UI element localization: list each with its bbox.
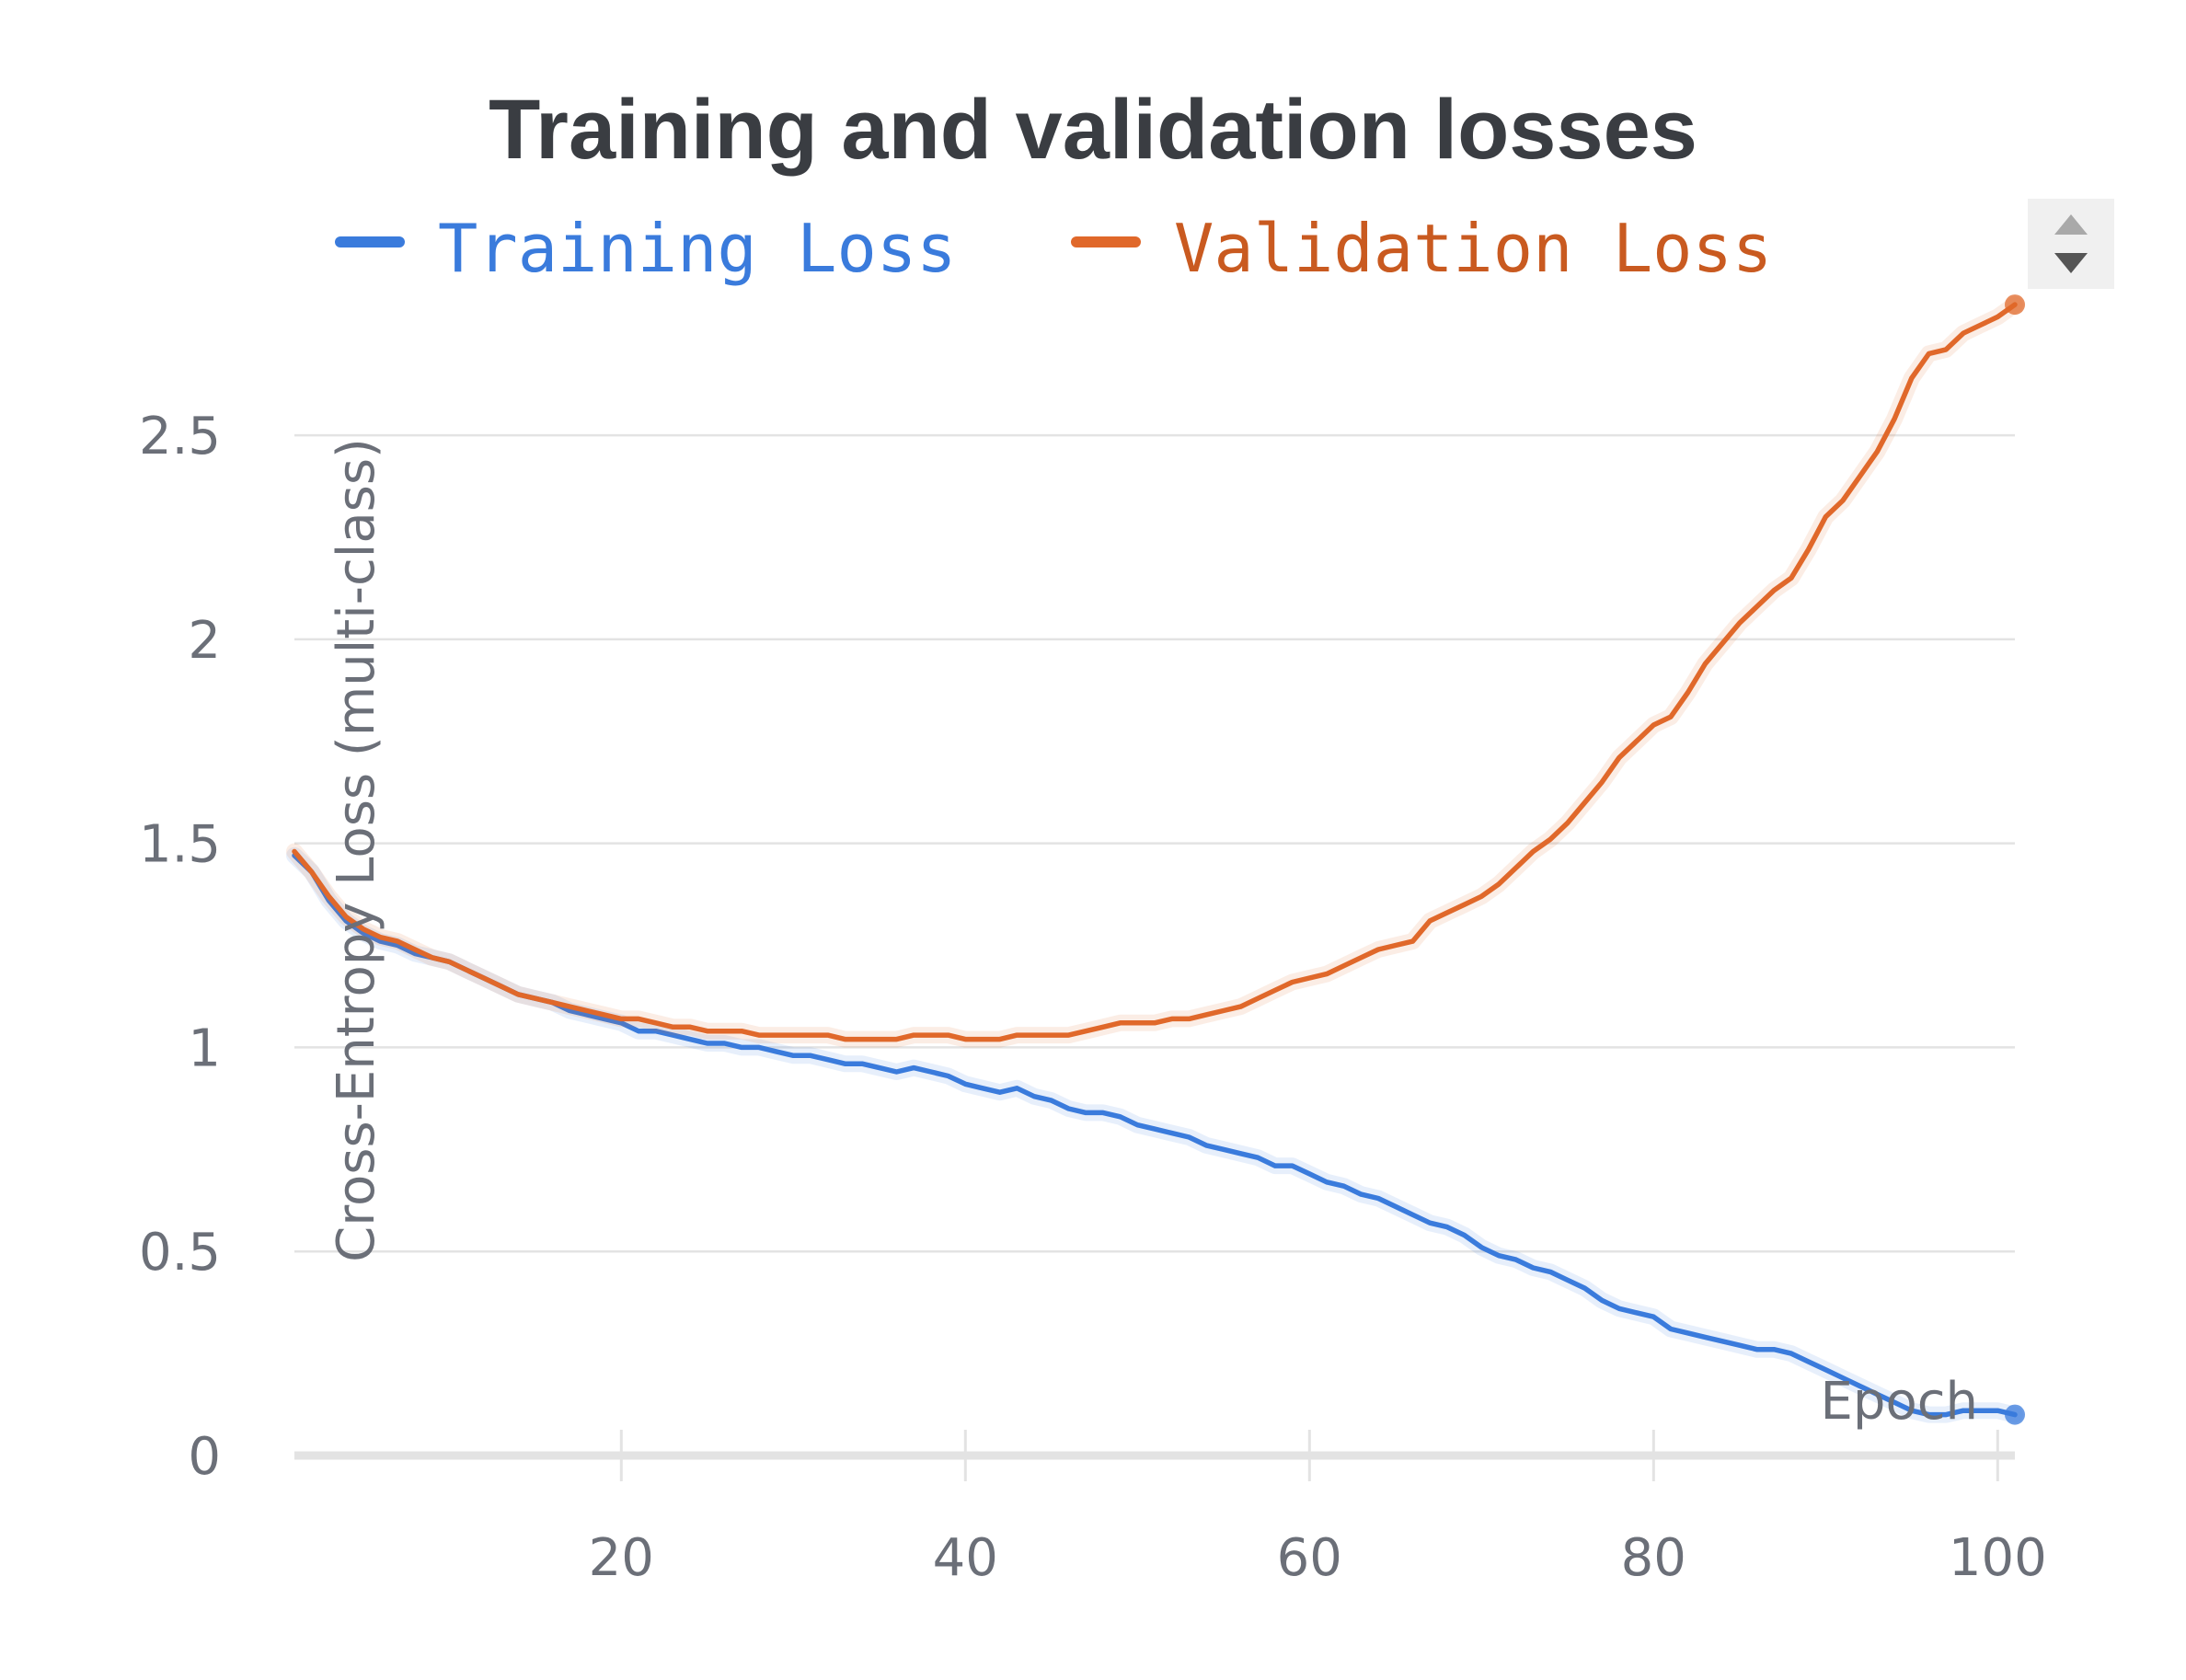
x-tick-label: 40 [933,1528,998,1588]
legend-scroll-up-icon[interactable] [2054,214,2088,235]
legend-swatch-validation [1071,236,1141,247]
series-end-point-validation[interactable] [2005,294,2025,316]
x-tick-label: 100 [1949,1528,2047,1588]
series-lines [286,294,2025,1425]
legend-label-training: Training Loss [438,210,957,287]
legend-item-training[interactable]: Training Loss [335,210,957,287]
y-tick-label: 0 [188,1427,221,1487]
legend-item-validation[interactable]: Validation Loss [1071,210,1772,287]
y-tick-label: 0.5 [139,1223,221,1283]
series-line-validation[interactable] [292,302,2018,1042]
tick-labels: 0 0.5 1 1.5 2 2.5 20 40 60 80 100 [139,407,2047,1588]
x-tick-label: 80 [1621,1528,1686,1588]
axes [294,1430,2015,1481]
legend-label-validation: Validation Loss [1174,210,1772,287]
series-line-training[interactable] [292,853,2018,1418]
y-axis-label: Cross-Entropy Loss (multi-class) [327,438,386,1262]
chart-title: Training and validation losses [489,83,1697,177]
series-halo-validation [286,296,2023,1048]
legend-scroll-control[interactable] [2028,199,2114,289]
legend-scroll-down-icon[interactable] [2054,253,2088,273]
legend-swatch-training [335,236,405,247]
y-tick-label: 2.5 [139,407,221,466]
series-end-point-training[interactable] [2005,1404,2025,1425]
y-tick-label: 2 [188,611,221,671]
y-tick-label: 1 [188,1018,221,1078]
gridlines [294,433,2015,1253]
legend-scroll-background [2028,199,2114,289]
x-tick-label: 20 [589,1528,654,1588]
series-halo-training [286,846,2023,1423]
y-tick-label: 1.5 [139,815,221,875]
x-tick-label: 60 [1277,1528,1342,1588]
legend: Training Loss Validation Loss [335,210,1772,287]
x-axis-label: Epoch [1821,1372,1978,1432]
